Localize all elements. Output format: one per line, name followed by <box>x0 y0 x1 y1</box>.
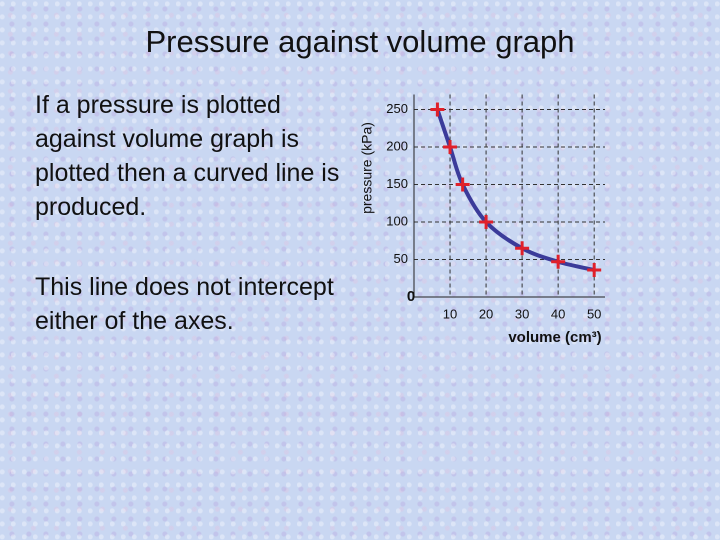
x-tick-label: 10 <box>443 306 457 321</box>
data-point <box>455 177 470 192</box>
y-tick-label: 50 <box>394 251 408 266</box>
y-tick-label: 150 <box>386 176 408 191</box>
data-point <box>479 215 494 229</box>
y-axis-label: pressure (kPa) <box>359 122 375 214</box>
data-point <box>587 263 602 277</box>
data-point <box>551 254 566 269</box>
y-tick-label: 250 <box>386 101 408 116</box>
paragraph: This line does not intercept either of t… <box>35 273 334 335</box>
x-tick-label: 40 <box>551 306 565 321</box>
x-tick-label: 50 <box>587 306 601 321</box>
slide-title: Pressure against volume graph <box>145 24 575 59</box>
x-tick-label: 30 <box>515 306 529 321</box>
data-point <box>443 140 458 154</box>
data-point <box>515 241 530 256</box>
data-point <box>430 102 445 117</box>
y-tick-label: 100 <box>386 213 408 228</box>
paragraph: If a pressure is plotted against volume … <box>35 91 340 221</box>
curve <box>435 108 595 272</box>
x-axis-label: volume (cm³) <box>508 329 601 346</box>
x-tick-label: 20 <box>479 306 493 321</box>
origin-label: 0 <box>407 288 415 305</box>
y-tick-label: 200 <box>386 138 408 153</box>
